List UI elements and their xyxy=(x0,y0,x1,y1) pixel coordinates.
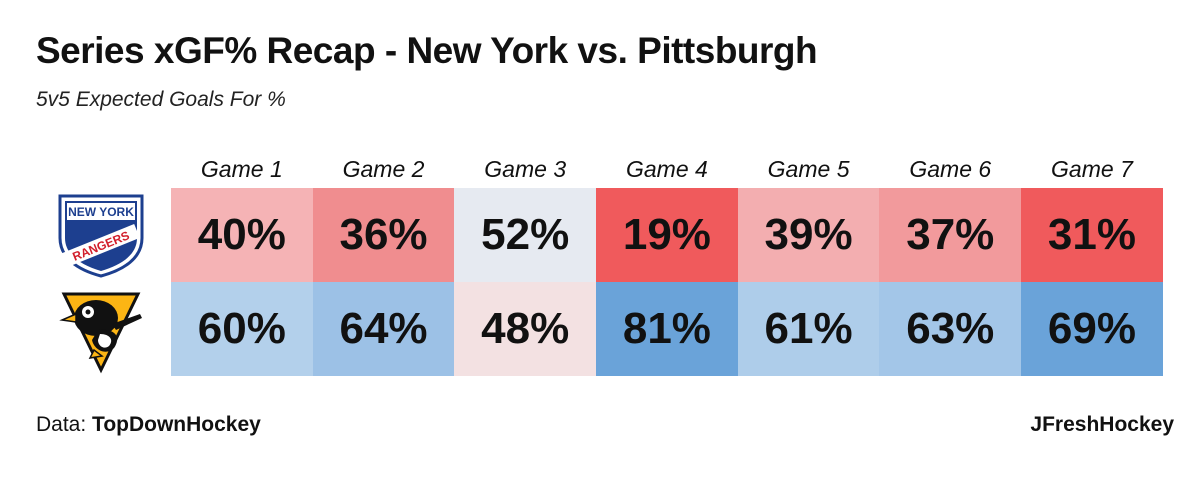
column-header-game-3: Game 3 xyxy=(484,155,567,182)
column-header-game-4: Game 4 xyxy=(625,155,708,182)
rangers-logo: NEW YORK RANGERS xyxy=(46,188,156,282)
penguins-cell-game-5: 61% xyxy=(737,282,880,376)
penguins-cell-game-7: 69% xyxy=(1021,282,1163,376)
data-source-label: Data: TopDownHockey xyxy=(36,413,261,437)
penguins-cell-game-6: 63% xyxy=(879,282,1022,376)
penguins-logo xyxy=(46,282,156,376)
rangers-cell-game-6: 37% xyxy=(879,188,1022,282)
penguins-cell-game-1: 60% xyxy=(171,282,313,376)
rangers-logo-text-top: NEW YORK xyxy=(68,205,134,219)
xgf-heatmap: Game 1 Game 2 Game 3 Game 4 Game 5 Game 6 Game… xyxy=(171,150,1163,376)
rangers-cell-game-4: 19% xyxy=(596,188,738,282)
chart-subtitle: 5v5 Expected Goals For % xyxy=(36,88,286,111)
column-header-game-1: Game 1 xyxy=(200,155,283,182)
author-credit: JFreshHockey xyxy=(1030,413,1174,436)
rangers-cell-game-1: 40% xyxy=(171,188,313,282)
penguin-icon xyxy=(59,292,142,374)
penguins-cell-game-4: 81% xyxy=(596,282,738,376)
rangers-cell-game-5: 39% xyxy=(737,188,880,282)
data-source-name: TopDownHockey xyxy=(92,413,261,436)
rangers-shield-icon: NEW YORK RANGERS xyxy=(58,194,144,278)
column-header-game-7: Game 7 xyxy=(1051,155,1133,182)
penguins-cell-game-2: 64% xyxy=(312,282,455,376)
penguins-cell-game-3: 48% xyxy=(454,282,597,376)
column-header-game-6: Game 6 xyxy=(909,155,992,182)
chart-title: Series xGF% Recap - New York vs. Pittsbu… xyxy=(36,30,818,71)
column-header-game-2: Game 2 xyxy=(342,155,425,182)
rangers-cell-game-7: 31% xyxy=(1021,188,1163,282)
column-header-game-5: Game 5 xyxy=(767,155,850,182)
rangers-cell-game-2: 36% xyxy=(312,188,455,282)
data-source-prefix: Data: xyxy=(36,413,87,436)
rangers-cell-game-3: 52% xyxy=(454,188,597,282)
